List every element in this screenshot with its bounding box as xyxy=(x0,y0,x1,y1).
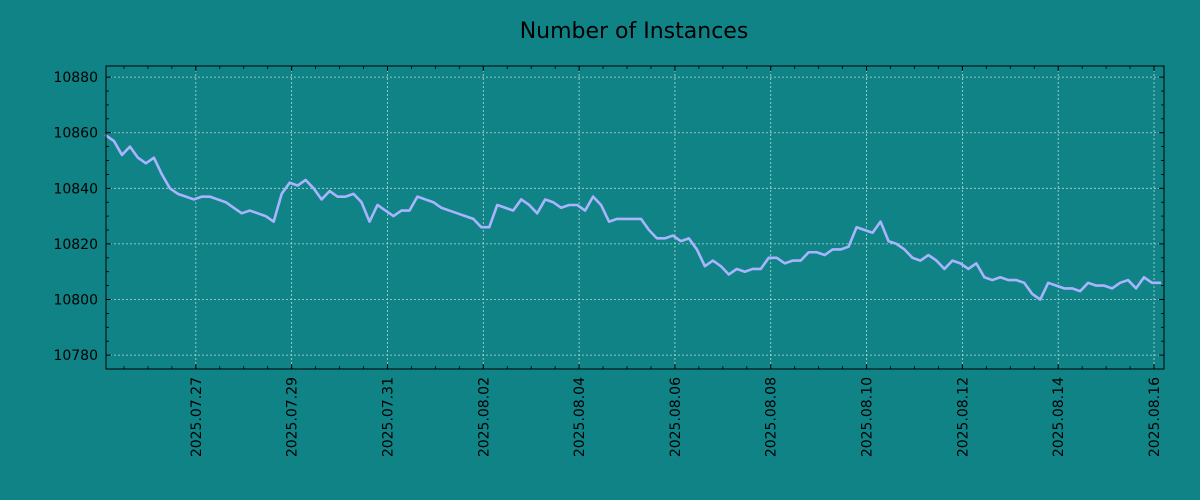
axis-ticks: 10780 10800 10820 10840 10860 10880 2025.07.27… xyxy=(53,66,1164,457)
x-tick-label: 2025.08.08 xyxy=(764,377,780,457)
y-tick-label: 10840 xyxy=(53,181,98,197)
plot-frame xyxy=(105,65,1165,370)
x-tick-label: 2025.07.29 xyxy=(285,377,301,457)
x-tick-label: 2025.08.12 xyxy=(955,377,971,457)
grid-lines xyxy=(106,66,1164,369)
chart-title: Number of Instances xyxy=(520,19,749,44)
y-tick-label: 10780 xyxy=(53,348,98,364)
y-tick-label: 10820 xyxy=(53,237,98,253)
x-tick-label: 2025.07.27 xyxy=(189,377,205,457)
x-tick-label: 2025.08.16 xyxy=(1147,377,1163,457)
x-tick-label: 2025.08.10 xyxy=(860,377,876,457)
series-layer xyxy=(104,134,1162,301)
series-line-0 xyxy=(104,134,1162,301)
y-tick-label: 10860 xyxy=(53,126,98,142)
x-tick-label: 2025.08.14 xyxy=(1051,377,1067,457)
y-tick-label: 10880 xyxy=(53,70,98,86)
x-tick-label: 2025.08.04 xyxy=(572,377,588,457)
y-tick-label: 10800 xyxy=(53,293,98,309)
x-tick-label: 2025.07.31 xyxy=(380,377,396,457)
x-tick-label: 2025.08.02 xyxy=(476,377,492,457)
x-tick-label: 2025.08.06 xyxy=(668,377,684,457)
